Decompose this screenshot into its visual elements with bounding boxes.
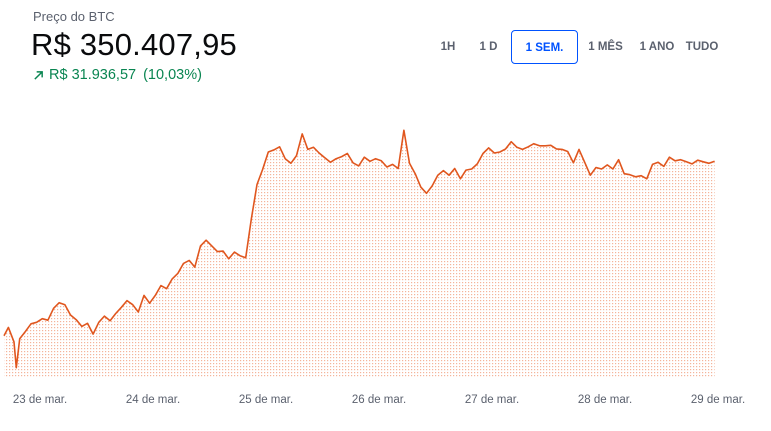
x-tick-label: 24 de mar. (126, 394, 180, 406)
x-tick-label: 23 de mar. (13, 394, 67, 406)
arrow-up-right-icon (34, 70, 43, 80)
range-button-1h[interactable]: 1H (440, 41, 456, 53)
range-button-1-d[interactable]: 1 D (479, 41, 498, 53)
x-tick-label: 27 de mar. (465, 394, 519, 406)
range-button-1-ano[interactable]: 1 ANO (639, 41, 675, 53)
change-amount: R$ 31.936,57 (49, 67, 137, 83)
x-tick-label: 29 de mar. (691, 394, 745, 406)
x-tick-label: 28 de mar. (578, 394, 632, 406)
price-label: Preço do BTC (33, 9, 115, 24)
price-change: R$ 31.936,57 (10,03%) (33, 67, 202, 83)
range-button-1-sem[interactable]: 1 SEM. (511, 30, 578, 64)
change-percent: (10,03%) (143, 67, 202, 83)
price-line[interactable] (3, 129, 715, 369)
price-chart: 23 de mar. 24 de mar. 25 de mar. 26 de mar.… (3, 129, 745, 406)
range-button-tudo[interactable]: TUDO (685, 41, 719, 53)
time-range-selector: 1H 1 D 1 SEM. 1 MÊS 1 ANO TUDO (430, 30, 723, 64)
x-tick-label: 25 de mar. (239, 394, 293, 406)
price-value: R$ 350.407,95 (31, 27, 237, 62)
range-button-1-mês[interactable]: 1 MÊS (588, 41, 623, 53)
price-area-fill (4, 130, 715, 378)
x-tick-label: 26 de mar. (352, 394, 406, 406)
